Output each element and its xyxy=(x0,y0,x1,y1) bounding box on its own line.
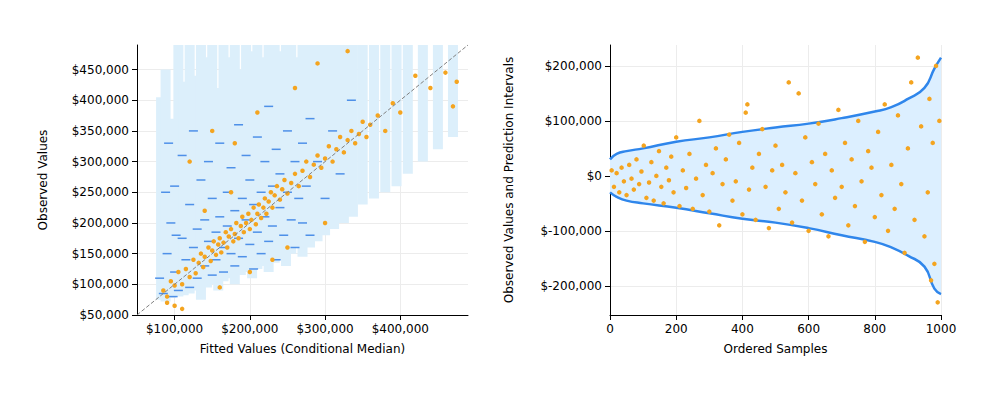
svg-text:800: 800 xyxy=(863,322,886,336)
svg-text:200: 200 xyxy=(665,322,688,336)
svg-text:$100,000: $100,000 xyxy=(146,322,203,336)
svg-text:$0: $0 xyxy=(587,169,602,183)
svg-text:Fitted Values (Conditional Med: Fitted Values (Conditional Median) xyxy=(200,342,405,356)
svg-text:$50,000: $50,000 xyxy=(79,308,129,322)
svg-text:$150,000: $150,000 xyxy=(72,247,129,261)
svg-text:$300,000: $300,000 xyxy=(296,322,353,336)
svg-text:400: 400 xyxy=(731,322,754,336)
svg-text:Observed Values and Prediction: Observed Values and Prediction Intervals xyxy=(502,57,516,304)
svg-text:$350,000: $350,000 xyxy=(72,124,129,138)
svg-text:$100,000: $100,000 xyxy=(72,277,129,291)
svg-text:$400,000: $400,000 xyxy=(372,322,429,336)
svg-text:$300,000: $300,000 xyxy=(72,155,129,169)
svg-text:$-100,000: $-100,000 xyxy=(540,224,602,238)
svg-text:$200,000: $200,000 xyxy=(545,59,602,73)
svg-text:$200,000: $200,000 xyxy=(72,216,129,230)
svg-text:Ordered Samples: Ordered Samples xyxy=(724,342,828,356)
svg-text:$400,000: $400,000 xyxy=(72,93,129,107)
svg-text:0: 0 xyxy=(606,322,614,336)
svg-text:$-200,000: $-200,000 xyxy=(540,279,602,293)
svg-text:$450,000: $450,000 xyxy=(72,63,129,77)
svg-text:600: 600 xyxy=(797,322,820,336)
svg-text:1000: 1000 xyxy=(926,322,957,336)
svg-text:$200,000: $200,000 xyxy=(221,322,278,336)
svg-text:$100,000: $100,000 xyxy=(545,114,602,128)
svg-text:$250,000: $250,000 xyxy=(72,185,129,199)
svg-text:Observed Values: Observed Values xyxy=(36,130,50,231)
